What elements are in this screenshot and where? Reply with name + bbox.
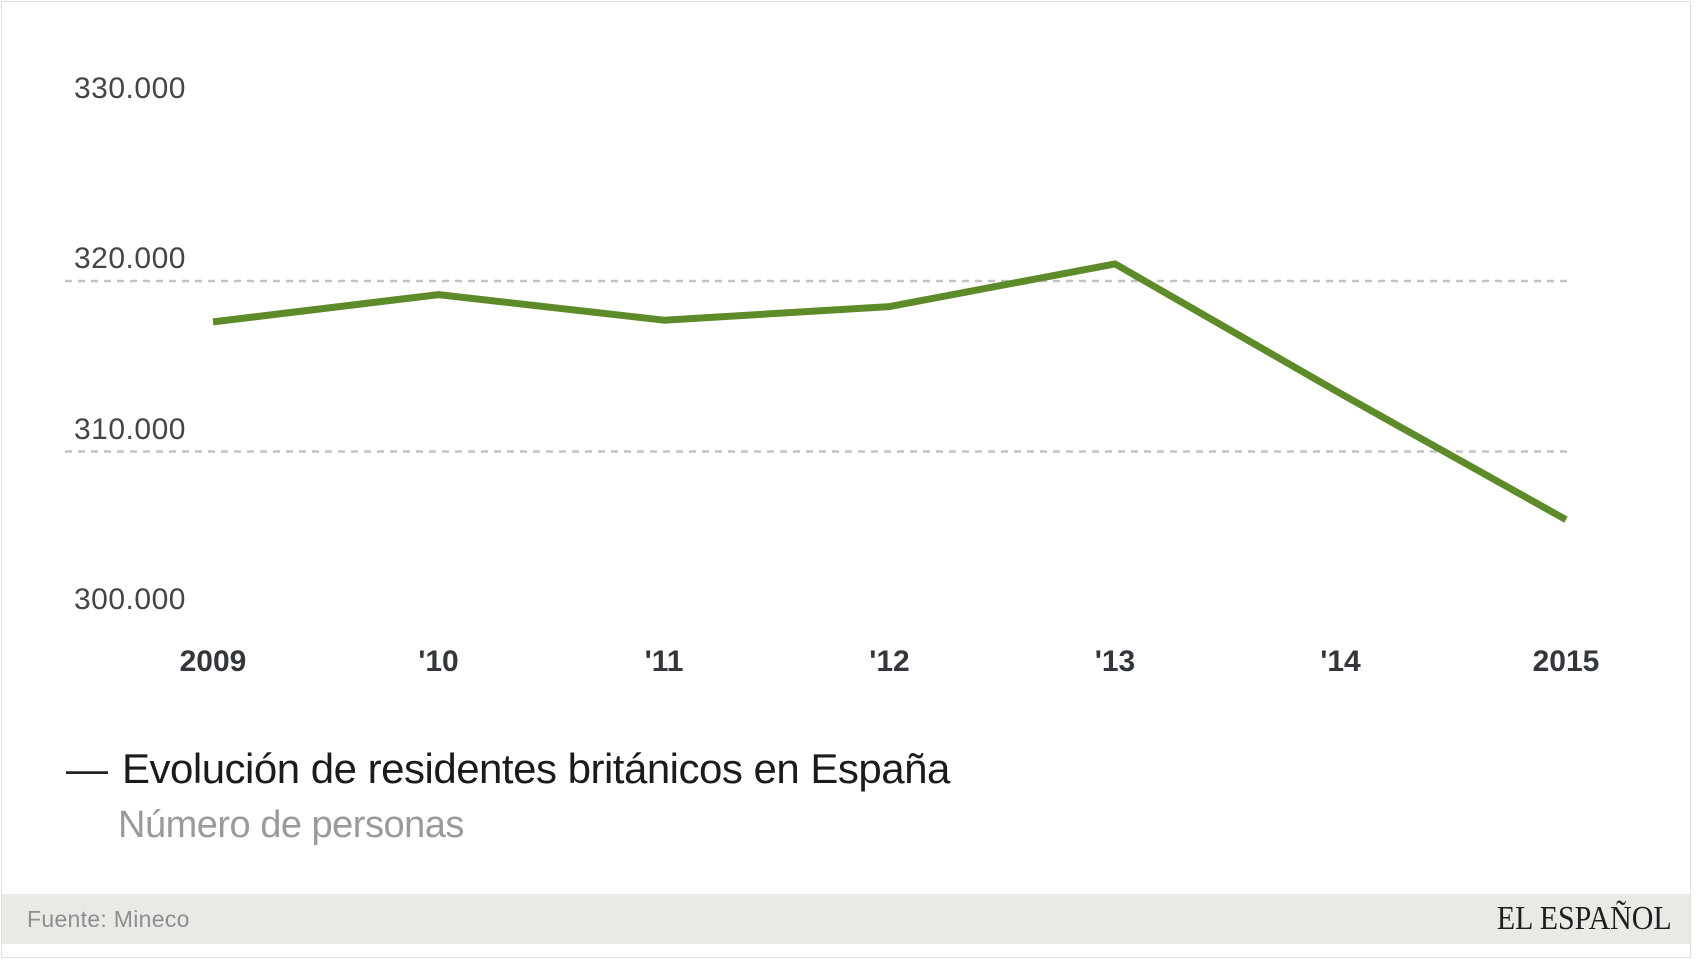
- legend-line-mark-icon: —: [66, 745, 108, 792]
- y-tick-label: 330.000: [74, 71, 186, 105]
- footer-bar: Fuente: Mineco EL ESPAÑOL: [2, 894, 1690, 944]
- chart-legend: — Evolución de residentes británicos en …: [66, 746, 950, 792]
- x-tick-label: '10: [418, 645, 459, 678]
- x-tick-label: 2015: [1532, 645, 1600, 678]
- el-espanol-logo: EL ESPAÑOL: [1497, 900, 1672, 937]
- x-tick-label: '12: [869, 645, 910, 678]
- gridlines-group: [65, 279, 1568, 453]
- series-line: [212, 260, 1568, 523]
- x-tick-label: '14: [1320, 645, 1361, 678]
- y-tick-label: 320.000: [74, 242, 186, 275]
- x-tick-label: '11: [644, 645, 684, 678]
- y-tick-label: 310.000: [74, 412, 186, 446]
- x-tick-label: 2009: [179, 645, 247, 678]
- x-tick-label: '13: [1094, 645, 1136, 678]
- chart-subtitle: Número de personas: [118, 804, 464, 846]
- chart-title: Evolución de residentes británicos en Es…: [122, 745, 950, 792]
- y-tick-label: 300.000: [74, 583, 186, 616]
- source-label: Fuente: Mineco: [27, 905, 190, 932]
